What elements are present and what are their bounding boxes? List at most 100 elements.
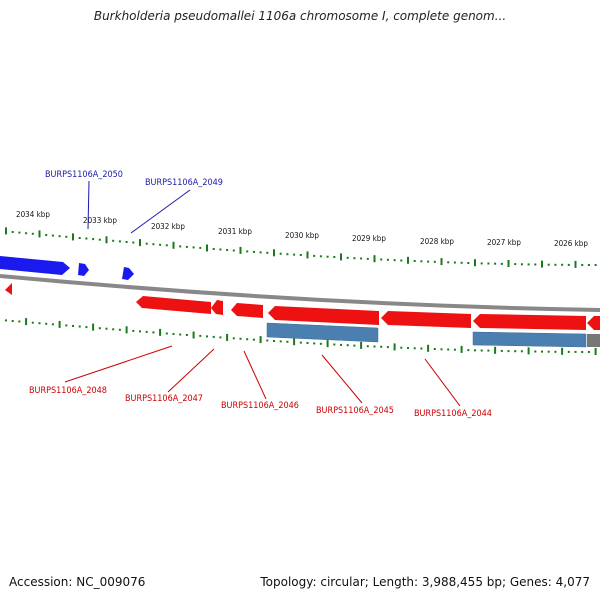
accession-text: Accession: NC_009076 bbox=[9, 575, 146, 589]
reverse-strand-genes bbox=[5, 283, 600, 330]
minor-tick bbox=[527, 263, 530, 266]
scale-tick-label: 2028 kbp bbox=[420, 237, 454, 246]
gene-reverse-arrow[interactable] bbox=[136, 296, 211, 314]
minor-tick bbox=[567, 350, 570, 353]
minor-tick bbox=[413, 347, 416, 350]
minor-tick bbox=[125, 241, 128, 243]
minor-tick bbox=[380, 258, 383, 261]
minor-tick bbox=[500, 349, 503, 352]
gene-reverse-arrow[interactable] bbox=[5, 283, 12, 295]
rna-feature-bar[interactable] bbox=[266, 322, 379, 343]
major-tick bbox=[125, 326, 128, 334]
gene-forward-arrow[interactable] bbox=[0, 256, 70, 275]
minor-tick bbox=[520, 350, 523, 353]
minor-tick bbox=[232, 249, 235, 252]
minor-tick bbox=[179, 333, 182, 336]
gene-reverse-arrow[interactable] bbox=[473, 314, 586, 330]
gene-label-forward[interactable]: BURPS1106A_2050 bbox=[45, 170, 123, 180]
major-tick bbox=[460, 345, 463, 353]
scale-labels: 2034 kbp 2033 kbp 2032 kbp 2031 kbp 2030… bbox=[16, 210, 588, 248]
minor-tick bbox=[112, 328, 115, 331]
minor-tick bbox=[246, 338, 249, 341]
minor-tick bbox=[554, 350, 557, 353]
minor-tick bbox=[319, 342, 322, 345]
minor-tick bbox=[38, 322, 41, 325]
major-tick bbox=[306, 251, 309, 259]
minor-tick bbox=[386, 258, 389, 261]
gene-forward-arrow[interactable] bbox=[122, 267, 134, 280]
gene-label-reverse[interactable]: BURPS1106A_2047 bbox=[125, 394, 203, 404]
minor-tick bbox=[92, 238, 95, 241]
minor-tick bbox=[145, 330, 148, 333]
gene-reverse-arrow[interactable] bbox=[231, 303, 263, 318]
rna-feature-bar[interactable] bbox=[472, 331, 587, 348]
minor-tick bbox=[266, 339, 269, 342]
minor-tick bbox=[380, 345, 383, 348]
minor-tick bbox=[460, 261, 463, 264]
minor-tick bbox=[18, 320, 21, 323]
gene-reverse-arrow[interactable] bbox=[211, 300, 223, 315]
scale-tick-label: 2027 kbp bbox=[487, 238, 521, 247]
minor-tick bbox=[85, 326, 88, 329]
major-tick bbox=[360, 341, 363, 349]
minor-tick bbox=[45, 322, 48, 325]
gene-reverse-arrow[interactable] bbox=[268, 306, 379, 325]
gene-label-reverse[interactable]: BURPS1106A_2048 bbox=[29, 386, 107, 396]
gene-label-reverse[interactable]: BURPS1106A_2046 bbox=[221, 401, 299, 411]
major-tick bbox=[340, 253, 342, 261]
scale-tick-label: 2034 kbp bbox=[16, 210, 50, 219]
minor-tick bbox=[165, 244, 168, 247]
forward-callouts bbox=[87, 180, 191, 234]
minor-tick bbox=[132, 329, 135, 332]
major-tick bbox=[427, 344, 430, 352]
minor-tick bbox=[400, 346, 403, 349]
gene-forward-arrow[interactable] bbox=[78, 263, 89, 276]
gene-reverse-arrow[interactable] bbox=[587, 316, 600, 330]
major-tick bbox=[293, 338, 296, 346]
minor-tick bbox=[340, 343, 342, 346]
minor-tick bbox=[587, 351, 590, 353]
minor-tick bbox=[31, 232, 34, 235]
gene-label-reverse[interactable]: BURPS1106A_2045 bbox=[316, 406, 394, 416]
callout-line bbox=[424, 358, 461, 407]
reverse-callouts bbox=[64, 345, 461, 407]
minor-tick bbox=[400, 259, 403, 262]
minor-tick bbox=[534, 350, 537, 353]
minor-tick bbox=[587, 264, 590, 266]
minor-tick bbox=[252, 338, 255, 341]
minor-tick bbox=[547, 263, 550, 266]
chromosome-backbone bbox=[0, 274, 600, 312]
minor-tick bbox=[58, 235, 61, 238]
gene-label-reverse[interactable]: BURPS1106A_2044 bbox=[414, 409, 492, 419]
minor-tick bbox=[420, 260, 423, 263]
gene-reverse-arrow[interactable] bbox=[381, 311, 471, 328]
minor-tick bbox=[98, 327, 101, 330]
minor-tick bbox=[286, 340, 289, 343]
gray-feature-bar[interactable] bbox=[587, 334, 600, 347]
minor-tick bbox=[594, 264, 597, 266]
reverse-labels: BURPS1106A_2048 BURPS1106A_2047 BURPS110… bbox=[29, 386, 492, 419]
major-tick bbox=[541, 260, 543, 268]
minor-tick bbox=[72, 325, 74, 327]
minor-tick bbox=[85, 237, 88, 240]
minor-tick bbox=[574, 350, 577, 353]
minor-tick bbox=[447, 348, 450, 351]
major-tick bbox=[393, 343, 396, 351]
major-tick bbox=[5, 227, 7, 235]
major-tick bbox=[407, 256, 409, 264]
callout-line bbox=[64, 345, 173, 383]
minor-tick bbox=[447, 261, 450, 264]
minor-tick bbox=[172, 333, 175, 335]
minor-tick bbox=[118, 240, 121, 243]
minor-tick bbox=[286, 253, 289, 256]
minor-tick bbox=[78, 237, 81, 239]
gene-label-forward[interactable]: BURPS1106A_2049 bbox=[145, 178, 223, 188]
forward-strand-genes bbox=[0, 256, 134, 280]
minor-tick bbox=[386, 346, 389, 349]
minor-tick bbox=[514, 263, 517, 266]
minor-tick bbox=[407, 347, 409, 349]
minor-tick bbox=[507, 350, 510, 353]
minor-tick bbox=[514, 350, 517, 353]
minor-tick bbox=[51, 234, 54, 237]
